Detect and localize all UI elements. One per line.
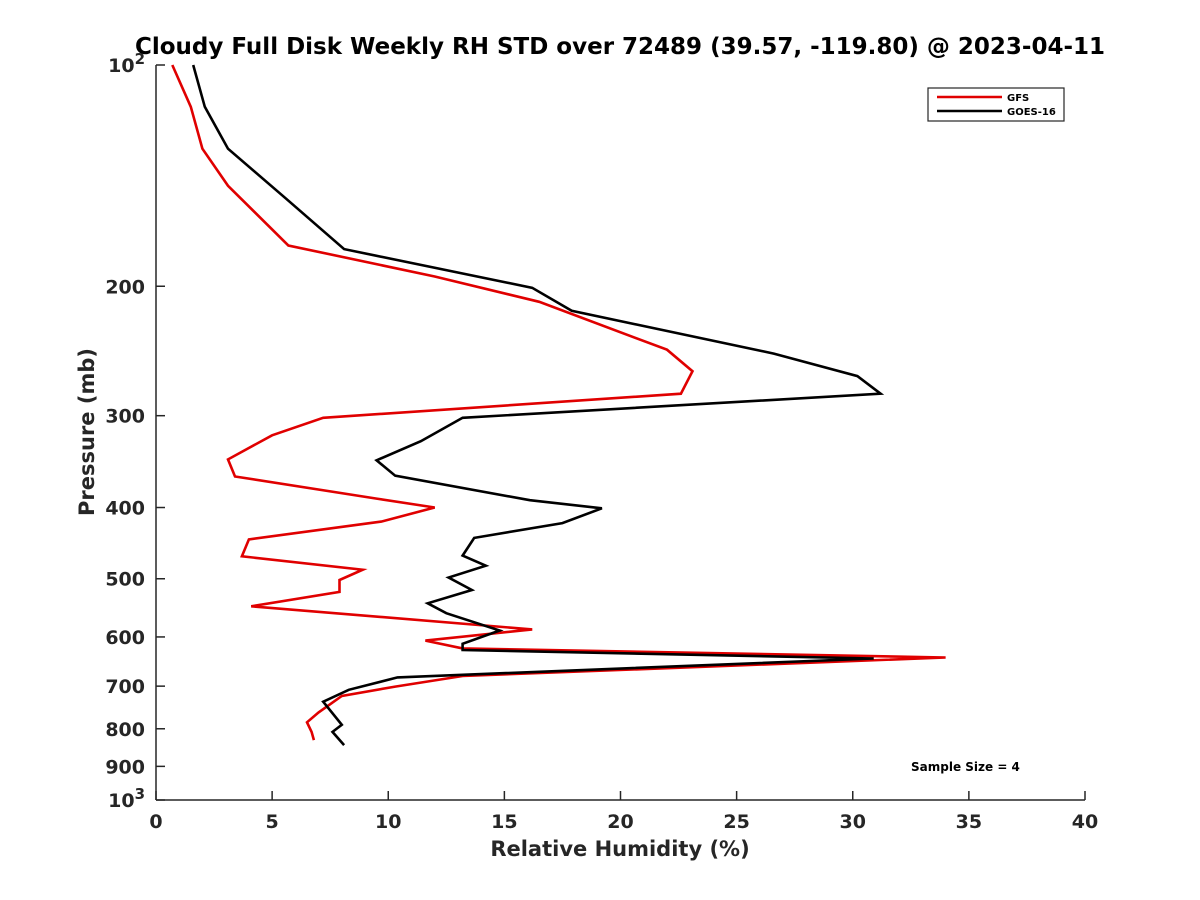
legend-label-gfs: GFS — [1007, 93, 1029, 104]
y-tick-label: 500 — [105, 569, 145, 591]
y-tick-label: 300 — [105, 406, 145, 428]
y-tick-label: 800 — [105, 719, 145, 741]
y-tick-label: 600 — [105, 627, 145, 649]
legend-box — [927, 87, 1065, 122]
legend: GFS GOES-16 — [927, 87, 1065, 122]
y-axis-label: Pressure (mb) — [75, 348, 99, 516]
series-line-gfs — [171, 64, 946, 741]
y-tick-label: 103 — [108, 785, 145, 812]
legend-label-goes-16: GOES-16 — [1007, 107, 1056, 118]
y-ticks: 102 200 300 400 500 600 700 800 900 103 — [105, 50, 165, 812]
y-tick-label: 900 — [105, 756, 145, 778]
x-tick-label: 40 — [1072, 811, 1098, 833]
x-ticks: 0 5 10 15 20 25 30 35 40 — [149, 791, 1098, 833]
y-tick-label: 700 — [105, 676, 145, 698]
x-tick-label: 35 — [956, 811, 982, 833]
y-tick-label: 200 — [105, 276, 145, 298]
x-tick-label: 10 — [375, 811, 401, 833]
y-tick-label: 102 — [108, 50, 145, 77]
chart-title: Cloudy Full Disk Weekly RH STD over 7248… — [135, 34, 1105, 60]
plot-area — [155, 65, 1085, 801]
sample-size-annotation: Sample Size = 4 — [911, 760, 1020, 774]
y-tick-label: 400 — [105, 498, 145, 520]
series-line-goes-16 — [191, 64, 885, 746]
x-tick-label: 30 — [840, 811, 866, 833]
x-tick-label: 0 — [149, 811, 162, 833]
x-tick-label: 20 — [607, 811, 633, 833]
x-axis-label: Relative Humidity (%) — [490, 837, 749, 861]
x-tick-label: 5 — [266, 811, 279, 833]
series-lines — [171, 64, 946, 746]
x-tick-label: 15 — [491, 811, 517, 833]
x-tick-label: 25 — [723, 811, 749, 833]
